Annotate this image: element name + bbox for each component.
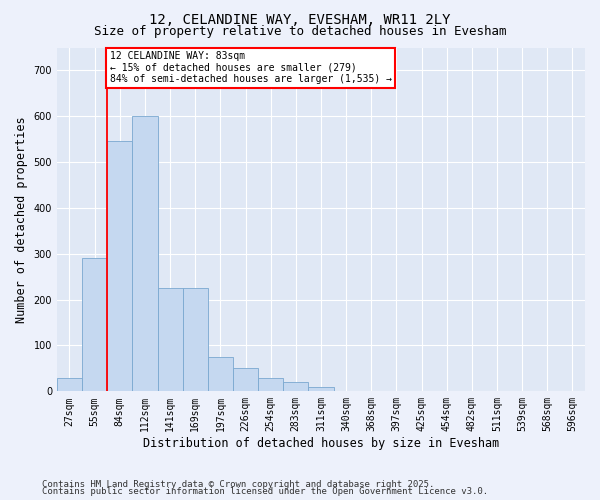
Text: Contains HM Land Registry data © Crown copyright and database right 2025.: Contains HM Land Registry data © Crown c… — [42, 480, 434, 489]
Y-axis label: Number of detached properties: Number of detached properties — [15, 116, 28, 322]
Bar — [158, 288, 182, 392]
Bar — [233, 368, 258, 392]
Bar — [107, 142, 133, 392]
Bar — [308, 386, 334, 392]
X-axis label: Distribution of detached houses by size in Evesham: Distribution of detached houses by size … — [143, 437, 499, 450]
Bar — [258, 378, 283, 392]
Bar — [57, 378, 82, 392]
Bar — [182, 288, 208, 392]
Text: Contains public sector information licensed under the Open Government Licence v3: Contains public sector information licen… — [42, 488, 488, 496]
Bar — [208, 357, 233, 392]
Bar — [133, 116, 158, 392]
Text: 12, CELANDINE WAY, EVESHAM, WR11 2LY: 12, CELANDINE WAY, EVESHAM, WR11 2LY — [149, 12, 451, 26]
Bar — [283, 382, 308, 392]
Bar — [82, 258, 107, 392]
Text: 12 CELANDINE WAY: 83sqm
← 15% of detached houses are smaller (279)
84% of semi-d: 12 CELANDINE WAY: 83sqm ← 15% of detache… — [110, 51, 392, 84]
Text: Size of property relative to detached houses in Evesham: Size of property relative to detached ho… — [94, 25, 506, 38]
